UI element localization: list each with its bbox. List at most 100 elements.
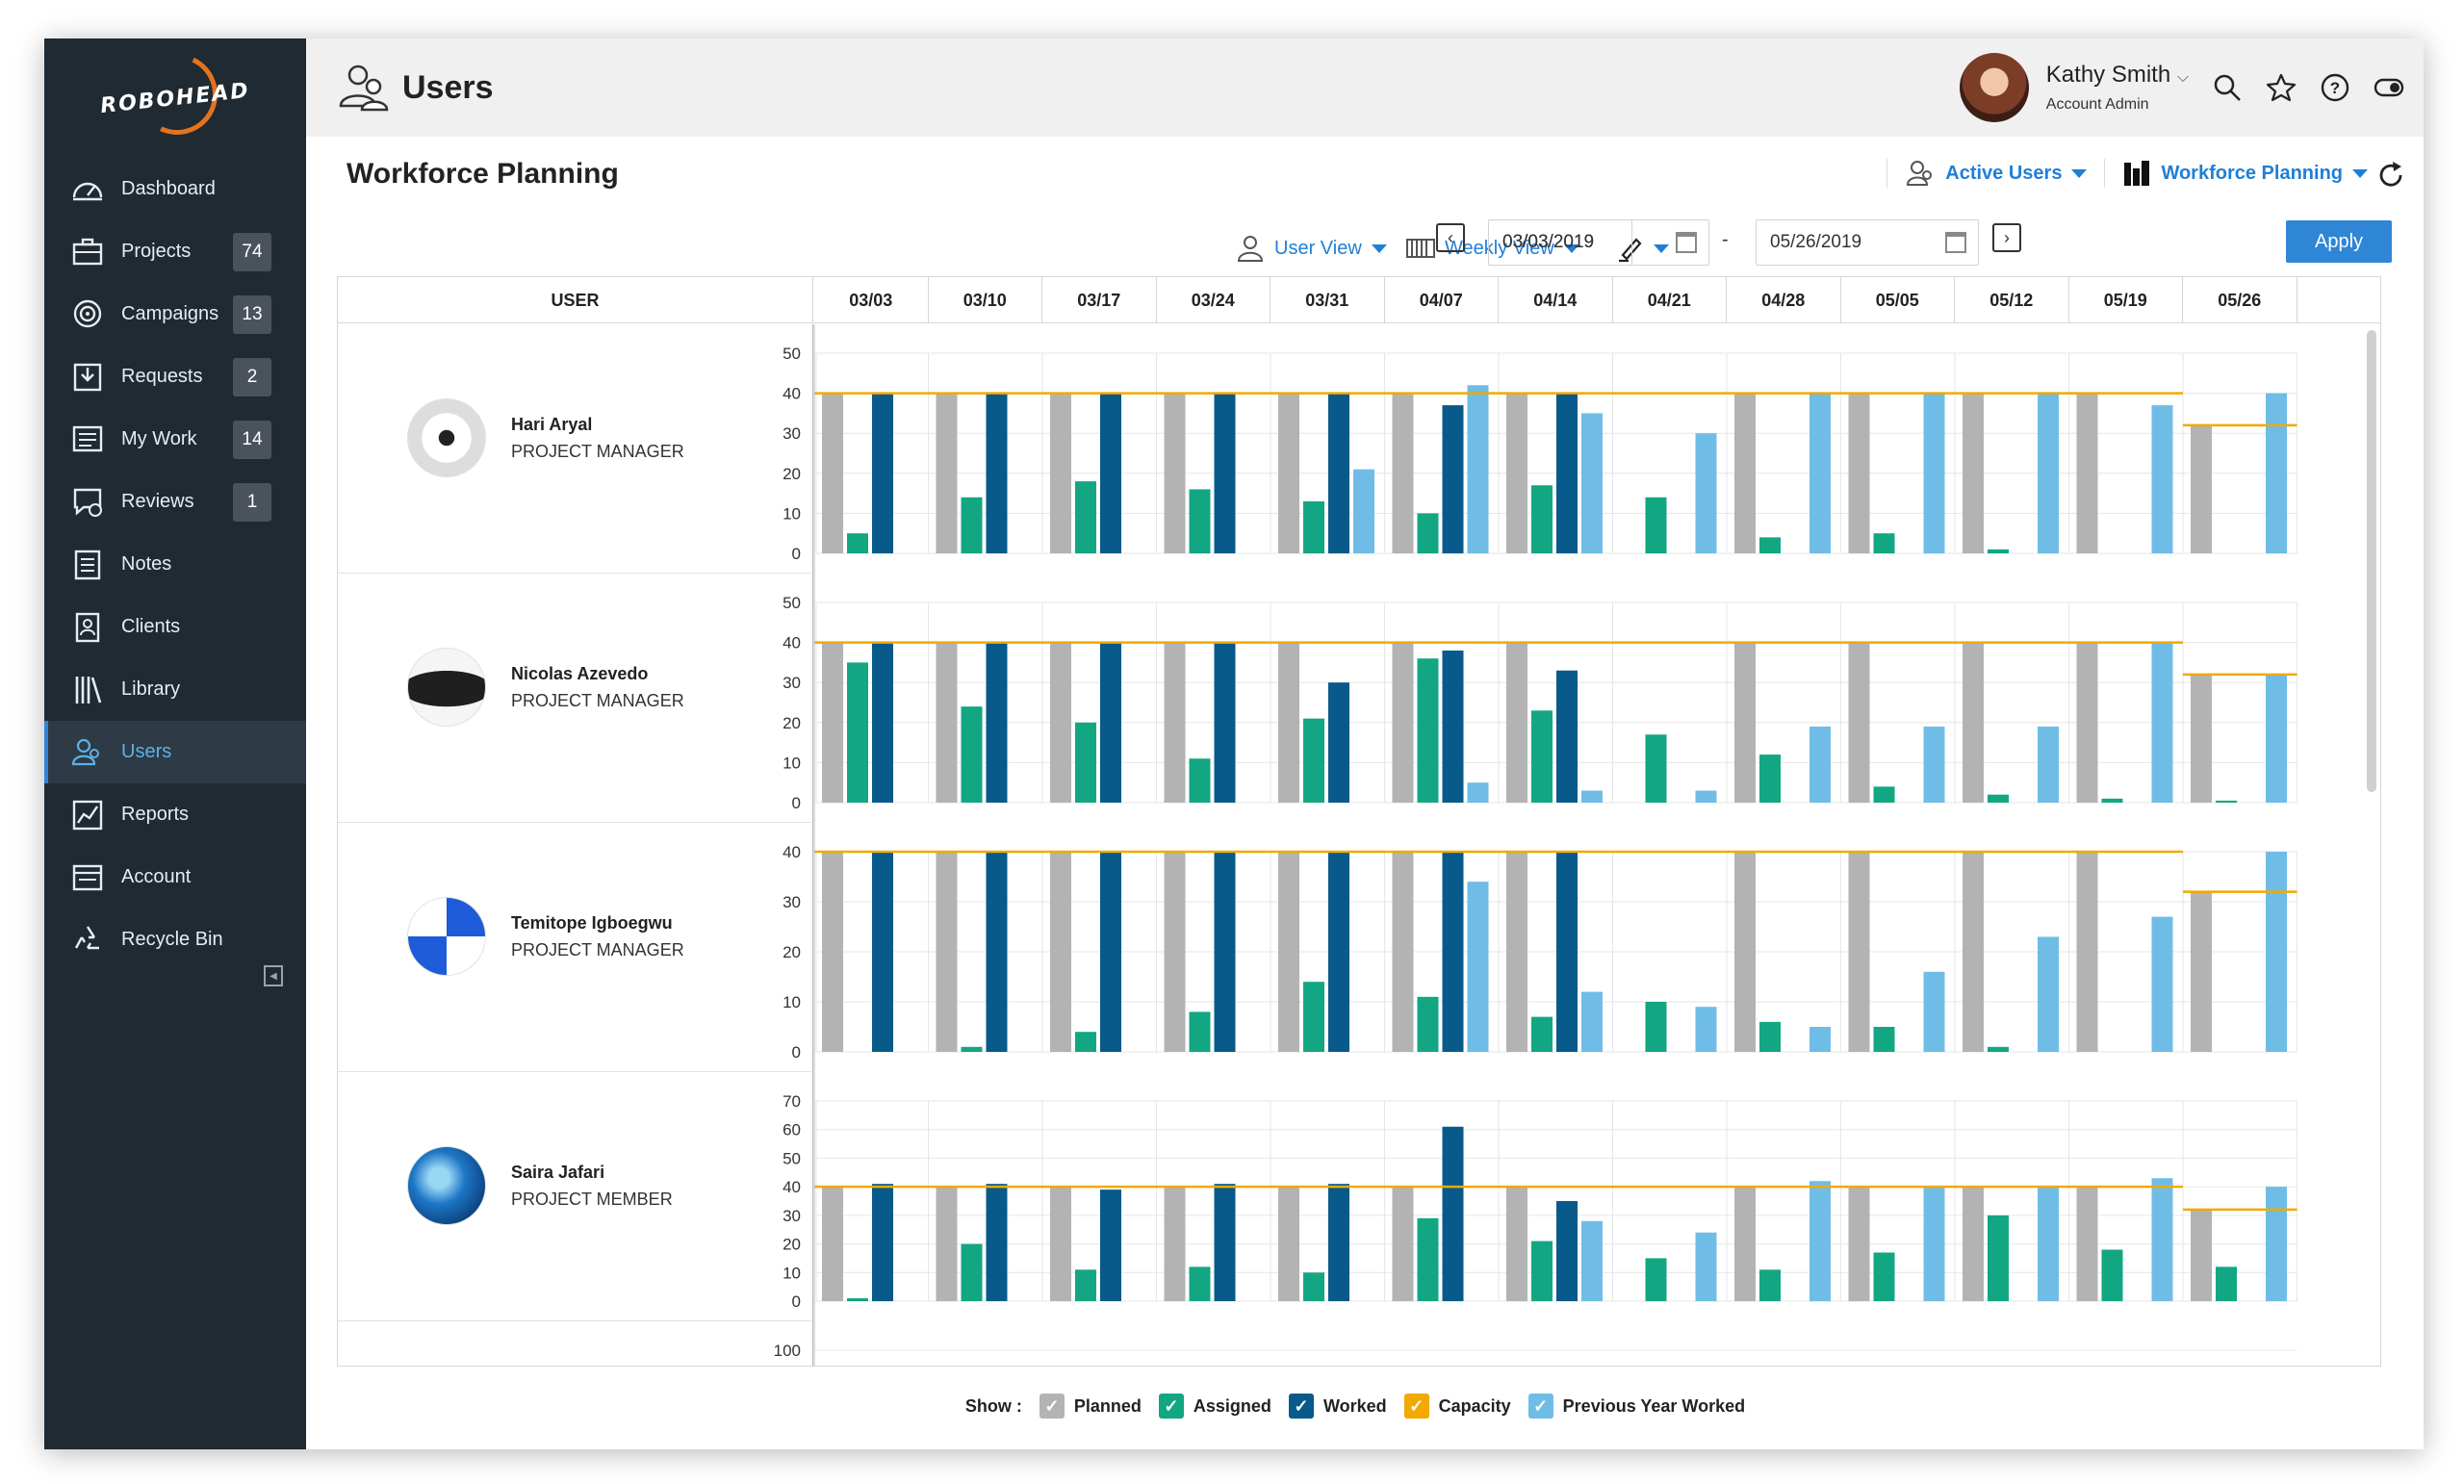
bar-previous-year-worked bbox=[1581, 413, 1603, 553]
collapse-sidebar-icon[interactable]: ◀ bbox=[264, 965, 283, 986]
week-header[interactable]: 04/21 bbox=[1613, 277, 1727, 323]
calendar-icon[interactable] bbox=[1676, 232, 1697, 253]
week-header[interactable]: 04/07 bbox=[1385, 277, 1499, 323]
sidebar-item-requests[interactable]: Requests 2 bbox=[44, 345, 306, 408]
week-header[interactable]: 05/12 bbox=[1955, 277, 2069, 323]
user-row[interactable]: Hari Aryal PROJECT MANAGER bbox=[338, 324, 813, 574]
checkbox-worked[interactable]: ✓ bbox=[1288, 1394, 1314, 1419]
y-tick-label: 70 bbox=[783, 1092, 801, 1111]
avatar[interactable] bbox=[407, 398, 486, 477]
sidebar-item-users[interactable]: Users bbox=[44, 721, 306, 783]
workforce-planning-icon bbox=[2124, 161, 2150, 186]
sidebar-item-my-work[interactable]: My Work 14 bbox=[44, 408, 306, 471]
checkbox-capacity[interactable]: ✓ bbox=[1403, 1394, 1429, 1419]
user-name[interactable]: Saira Jafari bbox=[511, 1163, 605, 1182]
weekly-view-label[interactable]: Weekly View bbox=[1445, 237, 1554, 259]
avatar[interactable] bbox=[407, 648, 486, 727]
legend-planned[interactable]: ✓ Planned bbox=[1039, 1394, 1142, 1419]
user-name[interactable]: Hari Aryal bbox=[511, 415, 593, 434]
bar-planned bbox=[1963, 642, 1984, 803]
toggle-icon[interactable] bbox=[2374, 72, 2404, 103]
bar-previous-year-worked bbox=[1695, 790, 1717, 803]
end-date-field[interactable]: 05/26/2019 bbox=[1756, 219, 1979, 266]
user-row[interactable]: Nicolas Azevedo PROJECT MANAGER bbox=[338, 574, 813, 823]
bar-planned bbox=[1734, 852, 1756, 1052]
avatar[interactable] bbox=[407, 1146, 486, 1225]
workforce-planning-dropdown[interactable]: Workforce Planning bbox=[2161, 162, 2343, 184]
user-name[interactable]: Nicolas Azevedo bbox=[511, 664, 649, 683]
logo[interactable]: ROBOHEAD bbox=[44, 38, 306, 158]
bar-worked bbox=[986, 642, 1008, 803]
bar-planned bbox=[1050, 852, 1071, 1052]
star-icon[interactable] bbox=[2266, 72, 2297, 103]
bar-assigned bbox=[1988, 1046, 2009, 1052]
sidebar-item-notes[interactable]: Notes bbox=[44, 533, 306, 596]
y-tick-label: 30 bbox=[783, 1207, 801, 1225]
user-row[interactable] bbox=[338, 1321, 813, 1366]
week-header[interactable]: 03/03 bbox=[814, 277, 929, 323]
sidebar-item-dashboard[interactable]: Dashboard bbox=[44, 158, 306, 220]
chevron-down-icon[interactable]: ⌵ bbox=[2176, 69, 2189, 86]
user-name[interactable]: Kathy Smith bbox=[2045, 62, 2171, 88]
next-period-button[interactable]: › bbox=[1992, 223, 2021, 252]
chevron-down-icon[interactable] bbox=[1371, 243, 1387, 253]
sidebar-item-recycle-bin[interactable]: Recycle Bin bbox=[44, 908, 306, 971]
sidebar-item-campaigns[interactable]: Campaigns 13 bbox=[44, 283, 306, 345]
legend-capacity[interactable]: ✓ Capacity bbox=[1403, 1394, 1511, 1419]
vertical-scrollbar[interactable] bbox=[2367, 330, 2376, 792]
weekly-view-dropdown[interactable]: Weekly View bbox=[1406, 229, 1579, 268]
avatar[interactable] bbox=[407, 897, 486, 976]
sidebar-item-reports[interactable]: Reports bbox=[44, 783, 306, 846]
bar-previous-year-worked bbox=[1581, 1220, 1603, 1301]
sidebar-item-clients[interactable]: Clients bbox=[44, 596, 306, 658]
sidebar-item-projects[interactable]: Projects 74 bbox=[44, 220, 306, 283]
prev-period-button[interactable]: ‹ bbox=[1436, 223, 1465, 252]
help-icon[interactable]: ? bbox=[2320, 72, 2350, 103]
refresh-icon[interactable] bbox=[2375, 160, 2406, 191]
week-header[interactable]: 03/17 bbox=[1042, 277, 1157, 323]
y-tick-label: 20 bbox=[783, 1236, 801, 1254]
user-name[interactable]: Temitope Igboegwu bbox=[511, 913, 673, 933]
sidebar-item-account[interactable]: Account bbox=[44, 846, 306, 908]
checkbox-assigned[interactable]: ✓ bbox=[1158, 1394, 1184, 1419]
bar-previous-year-worked bbox=[2038, 936, 2059, 1052]
sidebar-item-library[interactable]: Library bbox=[44, 658, 306, 721]
user-column-header[interactable]: USER bbox=[338, 277, 813, 323]
bar-assigned bbox=[847, 662, 868, 803]
chevron-down-icon[interactable] bbox=[1654, 243, 1669, 253]
bar-previous-year-worked bbox=[1923, 971, 1945, 1052]
sidebar-item-reviews[interactable]: Reviews 1 bbox=[44, 471, 306, 533]
checkbox-prev-year[interactable]: ✓ bbox=[1527, 1394, 1553, 1419]
active-users-dropdown[interactable]: Active Users bbox=[1945, 162, 2063, 184]
week-header[interactable]: 05/19 bbox=[2069, 277, 2183, 323]
bar-assigned bbox=[1189, 1011, 1211, 1052]
legend-worked[interactable]: ✓ Worked bbox=[1288, 1394, 1387, 1419]
start-date-box[interactable]: 03/03/2019 bbox=[1488, 219, 1709, 266]
bar-assigned bbox=[1303, 1272, 1324, 1301]
apply-button[interactable]: Apply bbox=[2286, 220, 2392, 263]
avatar[interactable] bbox=[1959, 53, 2029, 122]
user-view-label[interactable]: User View bbox=[1274, 237, 1362, 259]
checkbox-planned[interactable]: ✓ bbox=[1039, 1394, 1065, 1419]
week-header[interactable]: 03/10 bbox=[929, 277, 1042, 323]
week-header[interactable]: 03/31 bbox=[1270, 277, 1385, 323]
week-header[interactable]: 04/14 bbox=[1499, 277, 1613, 323]
calendar-icon[interactable] bbox=[1945, 232, 1966, 253]
bar-planned bbox=[2191, 891, 2212, 1052]
bar-assigned bbox=[1988, 794, 2009, 803]
week-header[interactable]: 05/26 bbox=[2183, 277, 2297, 323]
user-row[interactable]: Temitope Igboegwu PROJECT MANAGER bbox=[338, 823, 813, 1072]
week-header[interactable]: 05/05 bbox=[1841, 277, 1955, 323]
week-header[interactable]: 03/24 bbox=[1157, 277, 1270, 323]
search-icon[interactable] bbox=[2212, 72, 2243, 103]
user-row[interactable]: Saira Jafari PROJECT MEMBER bbox=[338, 1072, 813, 1321]
chevron-down-icon[interactable] bbox=[2352, 168, 2368, 178]
legend-prev-year[interactable]: ✓ Previous Year Worked bbox=[1527, 1394, 1745, 1419]
user-view-dropdown[interactable]: User View bbox=[1236, 229, 1387, 268]
bar-planned bbox=[1506, 852, 1527, 1052]
week-header[interactable]: 04/28 bbox=[1727, 277, 1841, 323]
chevron-down-icon[interactable] bbox=[1563, 243, 1579, 253]
user-info[interactable]: Kathy Smith ⌵ Account Admin bbox=[2046, 62, 2189, 114]
chevron-down-icon[interactable] bbox=[2071, 168, 2088, 178]
legend-assigned[interactable]: ✓ Assigned bbox=[1158, 1394, 1271, 1419]
